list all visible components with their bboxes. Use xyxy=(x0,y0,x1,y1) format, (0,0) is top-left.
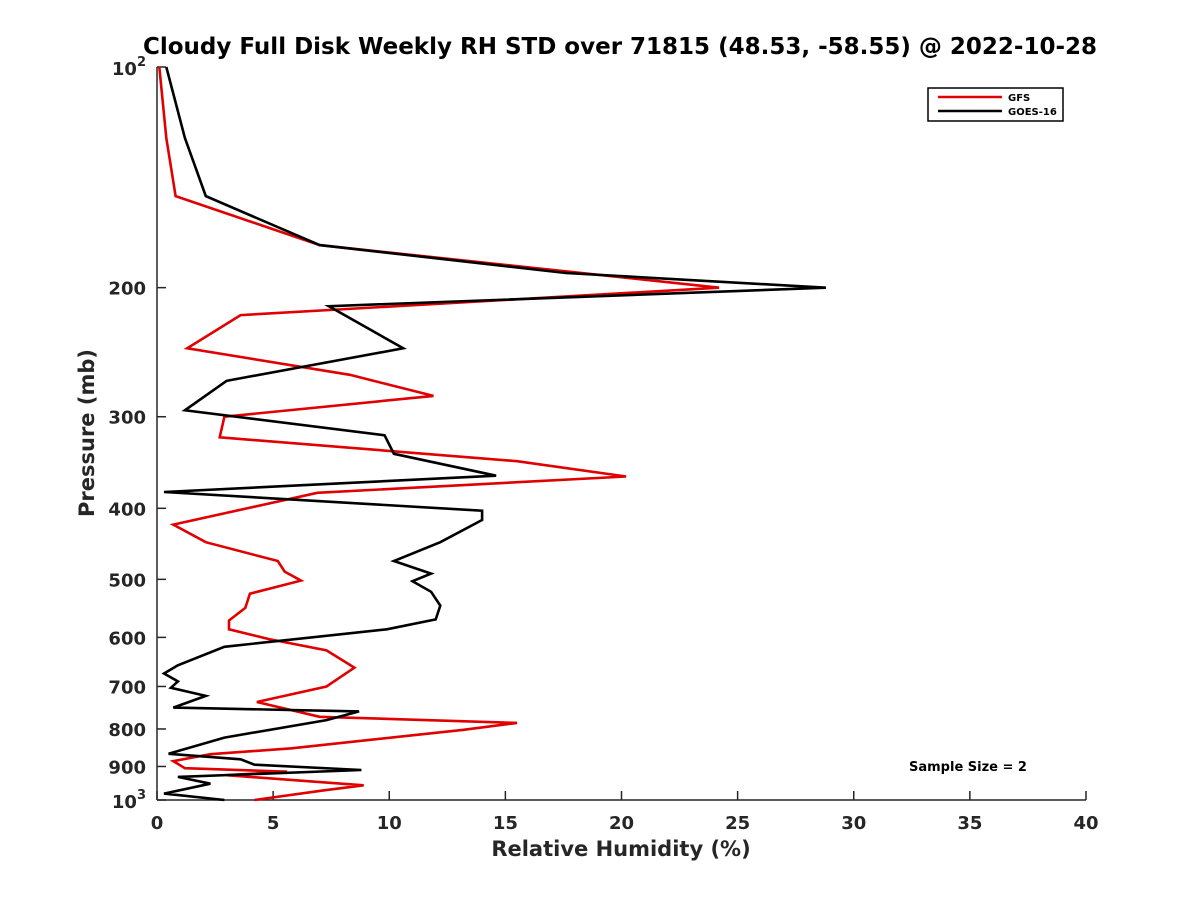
x-tick-label: 35 xyxy=(957,813,982,834)
y-tick-label: 600 xyxy=(108,628,146,649)
y-tick-label: 900 xyxy=(108,757,146,778)
x-tick-label: 30 xyxy=(841,813,866,834)
x-tick-label: 20 xyxy=(609,813,634,834)
x-tick-label: 25 xyxy=(725,813,750,834)
y-tick-label: 800 xyxy=(108,720,146,741)
y-tick-label: 103 xyxy=(112,788,146,813)
y-axis-label: Pressure (mb) xyxy=(75,349,99,517)
legend-box xyxy=(927,87,1064,122)
y-tick-label: 400 xyxy=(108,499,146,520)
x-tick-label: 40 xyxy=(1073,813,1098,834)
plot-area: 0 5 10 15 20 25 30 35 40102200300400500600700800… xyxy=(108,55,1098,834)
y-tick-label-base: 10 xyxy=(112,59,137,80)
y-tick-label: 500 xyxy=(108,570,146,591)
legend-entry: GOES-16 xyxy=(1008,107,1057,118)
y-tick-label: 102 xyxy=(112,55,146,80)
y-tick-label-base: 10 xyxy=(112,792,137,813)
x-tick-label: 0 xyxy=(151,813,164,834)
y-tick-label: 700 xyxy=(108,677,146,698)
series-line-goes-16 xyxy=(161,66,826,802)
chart-title: Cloudy Full Disk Weekly RH STD over 7181… xyxy=(143,34,1097,60)
x-tick-label: 15 xyxy=(493,813,518,834)
x-axis-label: Relative Humidity (%) xyxy=(491,837,750,861)
y-tick-label: 200 xyxy=(108,279,146,300)
y-tick-label-exponent: 3 xyxy=(137,788,146,803)
y-tick-label: 300 xyxy=(108,408,146,429)
legend-entry: GFS xyxy=(1008,93,1030,104)
x-tick-label: 10 xyxy=(377,813,402,834)
series-line-gfs xyxy=(158,66,720,802)
x-tick-label: 5 xyxy=(267,813,280,834)
sample-size-annotation: Sample Size = 2 xyxy=(909,760,1027,775)
y-tick-label-exponent: 2 xyxy=(137,55,146,70)
